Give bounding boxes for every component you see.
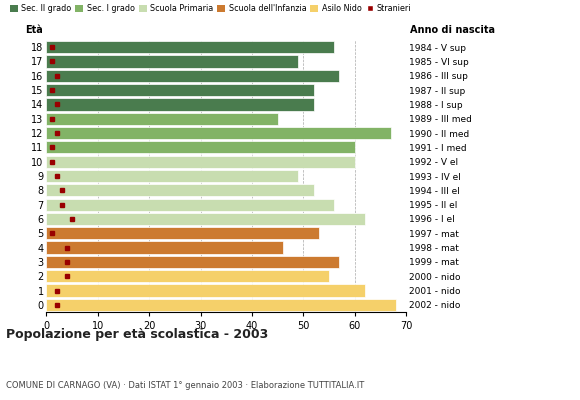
- Bar: [46, 299, 396, 311]
- Bar: [46, 127, 390, 139]
- Bar: [46, 156, 354, 168]
- Bar: [46, 270, 329, 282]
- Bar: [46, 213, 365, 225]
- Bar: [46, 98, 314, 110]
- Bar: [46, 55, 298, 68]
- Text: Età: Età: [25, 24, 43, 34]
- Bar: [46, 256, 339, 268]
- Bar: [46, 170, 298, 182]
- Bar: [46, 242, 282, 254]
- Bar: [46, 70, 339, 82]
- Legend: Sec. II grado, Sec. I grado, Scuola Primaria, Scuola dell'Infanzia, Asilo Nido, : Sec. II grado, Sec. I grado, Scuola Prim…: [10, 4, 411, 13]
- Bar: [46, 198, 334, 211]
- Bar: [46, 141, 354, 154]
- Bar: [46, 41, 334, 53]
- Bar: [46, 84, 314, 96]
- Bar: [46, 284, 365, 297]
- Bar: [46, 227, 318, 239]
- Bar: [46, 184, 314, 196]
- Text: COMUNE DI CARNAGO (VA) · Dati ISTAT 1° gennaio 2003 · Elaborazione TUTTITALIA.IT: COMUNE DI CARNAGO (VA) · Dati ISTAT 1° g…: [6, 381, 364, 390]
- Bar: [46, 113, 278, 125]
- Text: Popolazione per età scolastica - 2003: Popolazione per età scolastica - 2003: [6, 328, 268, 341]
- Text: Anno di nascita: Anno di nascita: [409, 24, 495, 34]
